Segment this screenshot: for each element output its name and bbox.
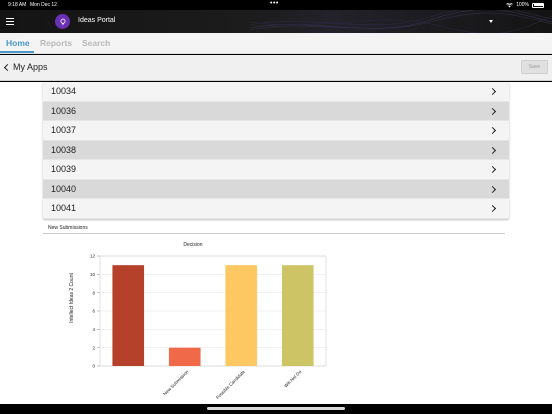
list-item-label: 10041 — [51, 203, 77, 214]
chart-title: Decision — [183, 242, 202, 248]
list-item[interactable]: 10037 — [43, 121, 509, 141]
chart-x-tick-label: Possible Candidate — [215, 369, 246, 400]
app-title: Ideas Portal — [78, 17, 116, 24]
page-toolbar: My Apps Save — [0, 55, 552, 81]
list-item-label: 10037 — [51, 125, 77, 136]
chart-bar[interactable] — [112, 265, 145, 366]
section-title: New Submissions — [48, 225, 88, 231]
tab-reports[interactable]: Reports — [40, 38, 73, 48]
active-tab-indicator — [0, 51, 34, 53]
header-wave-decoration — [250, 10, 552, 33]
hamburger-menu-icon[interactable] — [6, 18, 14, 25]
list-item[interactable]: 10038 — [43, 140, 509, 160]
chart-y-ticks: 0 2 4 6 8 10 12 — [90, 254, 96, 369]
wifi-icon — [506, 2, 514, 7]
home-indicator[interactable] — [207, 407, 345, 410]
chart-x-ticks: New Submission Possible Candidate Will Not… — [162, 369, 303, 400]
lightbulb-icon — [60, 18, 65, 25]
chevron-right-icon — [488, 204, 497, 213]
list-item-label: 10039 — [51, 164, 77, 175]
chevron-right-icon — [488, 107, 497, 115]
tab-home[interactable]: Home — [6, 38, 30, 48]
save-button[interactable]: Save — [521, 60, 548, 74]
chart-y-tick-label: 12 — [90, 254, 96, 259]
main-content: 10034 10036 10037 10038 10039 10040 1004… — [0, 82, 552, 404]
chevron-right-icon — [488, 146, 497, 154]
status-date: Mon Dec 12 — [30, 2, 57, 8]
chevron-right-icon — [488, 87, 497, 96]
chart-x-tick-label: Will Not Do — [283, 369, 303, 389]
chart-x-tick-label: New Submission — [162, 369, 190, 397]
multitasking-dots-icon[interactable]: ••• — [270, 0, 279, 7]
chart-bars — [112, 265, 314, 366]
chevron-right-icon — [488, 185, 497, 193]
list-item[interactable]: 10036 — [43, 101, 509, 121]
back-label: My Apps — [13, 62, 48, 72]
ideas-portal-logo — [55, 14, 70, 29]
chart-y-tick-label: 2 — [92, 345, 95, 350]
chart-y-axis-label: Intellect Ideas 2 Count — [69, 273, 75, 323]
status-bar: 9:18 AM Mon Dec 12 ••• 100% — [0, 0, 552, 10]
list-item-label: 10040 — [51, 183, 77, 194]
chart-plot-area — [99, 255, 327, 367]
decision-bar-chart: Decision Intellect Ideas 2 Count 0 2 4 6 8 10… — [69, 242, 327, 400]
chart-y-tick-label: 0 — [92, 364, 95, 369]
chevron-right-icon — [488, 126, 497, 135]
chart-y-tick-label: 10 — [90, 272, 96, 277]
list-item-label: 10034 — [51, 86, 77, 97]
list-item-label: 10038 — [51, 144, 77, 155]
chevron-left-icon — [3, 63, 12, 71]
battery-percent: 100% — [516, 2, 529, 8]
app-header: Ideas Portal — [0, 10, 552, 33]
account-dropdown-icon[interactable] — [489, 20, 493, 23]
chevron-right-icon — [488, 165, 497, 174]
section-divider — [43, 233, 505, 234]
list-item[interactable]: 10039 — [43, 160, 509, 180]
list-item[interactable]: 10034 — [43, 82, 509, 102]
battery-icon — [532, 2, 544, 8]
chart-bar[interactable] — [281, 265, 314, 366]
list-item[interactable]: 10040 — [43, 179, 509, 199]
chart-y-tick-label: 4 — [92, 327, 95, 332]
chart-bar[interactable] — [168, 347, 201, 366]
status-time: 9:18 AM — [8, 2, 27, 8]
app-list: 10034 10036 10037 10038 10039 10040 1004… — [43, 82, 509, 219]
list-item[interactable]: 10041 — [43, 199, 509, 219]
home-bar-area — [0, 404, 552, 414]
chart-y-tick-label: 8 — [92, 290, 95, 295]
back-button[interactable]: My Apps — [3, 62, 48, 72]
chart-bar[interactable] — [225, 265, 258, 366]
tab-search[interactable]: Search — [82, 38, 111, 48]
tab-bar: Home Reports Search — [0, 33, 552, 54]
chart-y-tick-label: 6 — [92, 309, 95, 314]
list-item-label: 10036 — [51, 105, 77, 116]
